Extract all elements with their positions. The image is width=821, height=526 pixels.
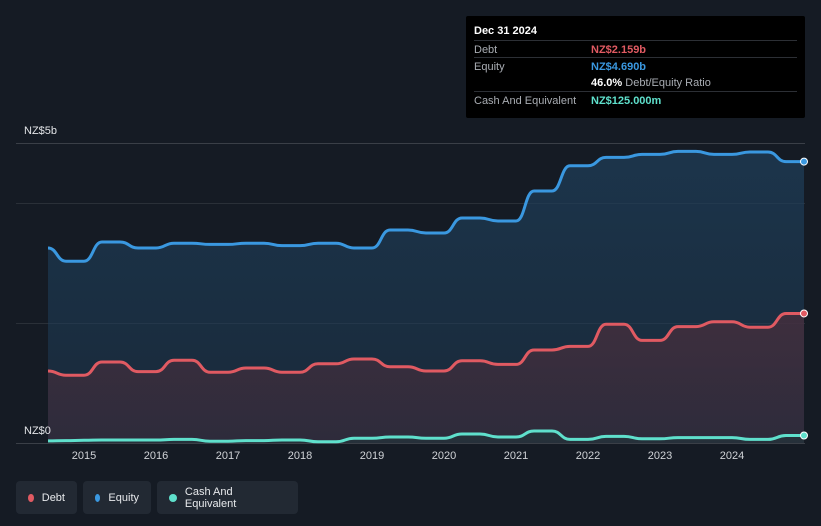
tooltip-cash-value: NZ$125.000m	[591, 95, 662, 107]
tooltip-cash-label: Cash And Equivalent	[474, 95, 577, 107]
debt-end-point[interactable]	[800, 309, 808, 318]
tooltip-date: Dec 31 2024	[474, 25, 537, 37]
y-tick-label-top: NZ$5b	[24, 125, 58, 137]
cash-and-equivalent-end-point[interactable]	[800, 431, 808, 440]
x-tick-label-2016: 2016	[143, 450, 169, 462]
tooltip-row-debt: Debt NZ$2.159b	[474, 40, 797, 58]
legend-debt-label: Debt	[41, 491, 65, 504]
debt-legend-dot-icon	[28, 493, 34, 502]
x-tick-label-2015: 2015	[71, 450, 97, 462]
equity-legend-dot-icon	[95, 493, 101, 502]
x-tick-label-2022: 2022	[575, 450, 601, 462]
tooltip-debt-label: Debt	[474, 44, 498, 56]
y-tick-label-bottom: NZ$0	[24, 425, 51, 437]
tooltip-row-ratio: 46.0% Debt/Equity Ratio	[474, 74, 797, 91]
debt-line	[47, 311, 804, 377]
tooltip-debt-value: NZ$2.159b	[591, 44, 647, 56]
legend-cash[interactable]: Cash And Equivalent	[157, 481, 298, 514]
x-tick-label-2019: 2019	[359, 450, 385, 462]
cash-and-equivalent-area	[48, 431, 804, 443]
cash-and-equivalent-line	[47, 429, 805, 444]
tooltip-ratio-value: 46.0%	[591, 77, 623, 89]
tooltip-ratio-label: Debt/Equity Ratio	[625, 77, 711, 89]
legend-equity-label: Equity	[108, 491, 139, 504]
x-tick-label-2018: 2018	[287, 450, 313, 462]
tooltip-ratio: 46.0% Debt/Equity Ratio	[591, 77, 711, 89]
legend-cash-label: Cash And Equivalent	[184, 485, 237, 510]
x-tick-label-2020: 2020	[431, 450, 457, 462]
equity-end-point[interactable]	[800, 157, 808, 166]
tooltip-equity-label: Equity	[474, 61, 505, 73]
debt-area	[48, 313, 804, 443]
cash-legend-dot-icon	[169, 493, 177, 502]
tooltip-equity-value: NZ$4.690b	[591, 61, 647, 73]
x-tick-label-2024: 2024	[719, 450, 745, 462]
x-tick-label-2023: 2023	[647, 450, 673, 462]
equity-line	[47, 149, 804, 263]
x-tick-label-2021: 2021	[503, 450, 529, 462]
tooltip-row-equity: Equity NZ$4.690b	[474, 57, 797, 75]
x-tick-label-2017: 2017	[215, 450, 241, 462]
tooltip-row-cash: Cash And Equivalent NZ$125.000m	[474, 91, 797, 109]
legend-debt[interactable]: Debt	[16, 481, 77, 514]
tooltip: Dec 31 2024 Debt NZ$2.159b Equity NZ$4.6…	[466, 16, 805, 118]
legend-equity[interactable]: Equity	[83, 481, 151, 514]
